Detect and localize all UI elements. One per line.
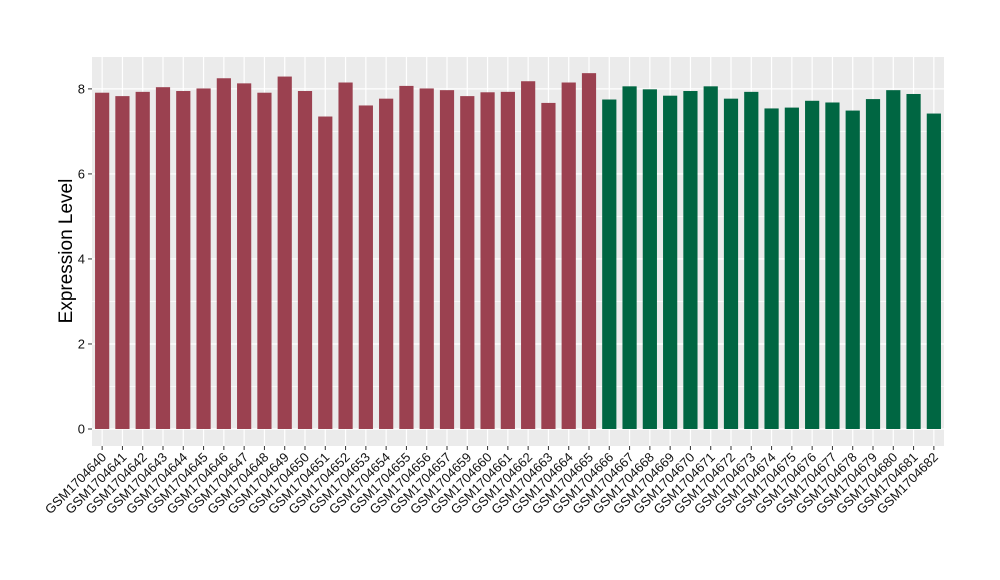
bar-GSM1704652 [338, 82, 353, 429]
bar-GSM1704645 [196, 88, 211, 429]
bar-GSM1704650 [297, 91, 313, 429]
bar-GSM1704681 [906, 93, 921, 429]
bar-GSM1704678 [845, 110, 860, 429]
bar-GSM1704679 [865, 99, 881, 429]
bars [95, 73, 941, 429]
y-tick-label: 4 [78, 251, 85, 266]
bar-GSM1704677 [825, 102, 840, 429]
bar-GSM1704667 [622, 86, 637, 429]
bar-GSM1704642 [135, 91, 150, 429]
y-axis-title: Expression Level [56, 179, 77, 324]
bar-GSM1704646 [216, 78, 231, 429]
bar-GSM1704674 [764, 108, 779, 429]
bar-GSM1704661 [500, 91, 515, 429]
bar-GSM1704659 [460, 96, 475, 429]
bar-GSM1704654 [379, 98, 394, 429]
bar-GSM1704641 [115, 96, 130, 429]
bar-GSM1704665 [581, 73, 597, 429]
y-axis: 0 2 4 6 8 [78, 81, 92, 436]
bar-GSM1704675 [784, 107, 799, 429]
bar-GSM1704655 [399, 85, 414, 429]
bar-GSM1704682 [926, 113, 941, 429]
bar-GSM1704671 [703, 86, 718, 429]
bar-GSM1704656 [419, 88, 434, 429]
bar-GSM1704649 [277, 76, 292, 429]
bar-GSM1704673 [744, 91, 759, 429]
bar-GSM1704672 [723, 98, 739, 429]
bar-GSM1704648 [257, 92, 272, 429]
y-tick-label: 6 [78, 166, 85, 181]
bar-GSM1704647 [237, 83, 252, 429]
bar-GSM1704669 [663, 95, 678, 429]
bar-GSM1704644 [176, 91, 191, 429]
bar-GSM1704676 [805, 100, 820, 429]
bar-GSM1704663 [541, 102, 556, 429]
y-tick-label: 8 [78, 81, 85, 96]
bar-GSM1704668 [642, 89, 657, 429]
bar-GSM1704662 [521, 81, 536, 429]
bar-GSM1704651 [318, 116, 333, 429]
bar-GSM1704670 [683, 91, 698, 429]
bar-GSM1704660 [480, 92, 495, 429]
plot-panel [92, 57, 944, 446]
bar-GSM1704664 [561, 82, 576, 429]
bar-GSM1704640 [95, 92, 110, 429]
y-tick-label: 2 [78, 336, 85, 351]
bar-GSM1704643 [155, 87, 171, 429]
x-axis: GSM1704640GSM1704641GSM1704642GSM1704643… [42, 446, 941, 517]
bar-GSM1704653 [358, 105, 373, 429]
y-tick-label: 0 [78, 421, 85, 436]
bar-GSM1704657 [439, 90, 455, 429]
bar-GSM1704680 [886, 90, 901, 429]
bar-GSM1704666 [602, 99, 617, 429]
